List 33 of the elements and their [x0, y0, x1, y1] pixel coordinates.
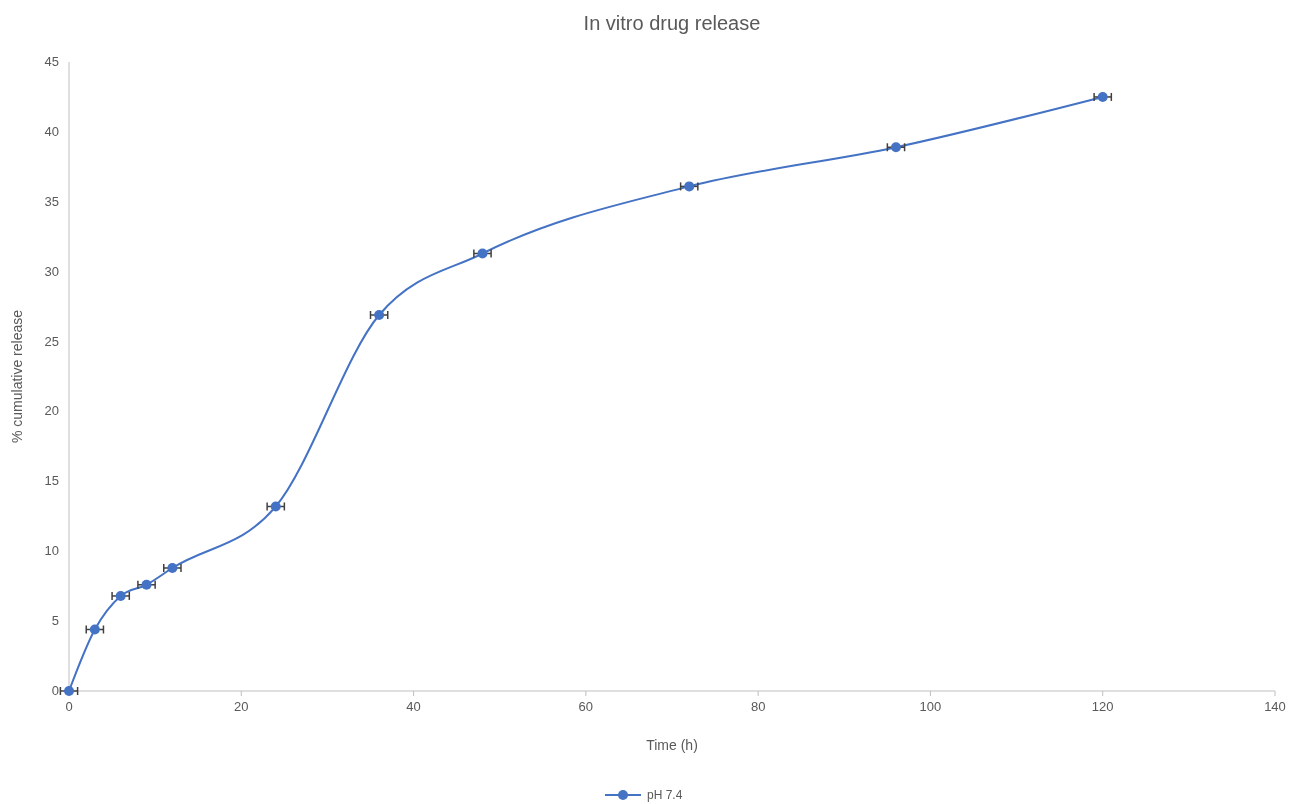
point [684, 181, 695, 192]
y-tick-label: 45 [44, 54, 59, 69]
x-tick-label: 100 [919, 699, 942, 714]
x-tick-label: 0 [65, 699, 73, 714]
chart-title: In vitro drug release [583, 12, 761, 34]
point [270, 501, 281, 512]
y-tick-label: 35 [44, 193, 59, 209]
y-tick-label: 0 [51, 683, 59, 698]
y-tick-label: 20 [44, 403, 59, 419]
point [1097, 91, 1108, 102]
point [374, 310, 385, 320]
legend-label: pH 7.4 [647, 788, 683, 802]
point [64, 686, 74, 696]
y-tick-label: 40 [44, 123, 59, 139]
x-axis-title: Time (h) [646, 737, 698, 753]
point [477, 248, 488, 259]
point [890, 142, 901, 153]
y-axis-title: % cumulative release [9, 309, 25, 444]
x-tick-label: 20 [234, 699, 249, 714]
y-tick-label: 30 [44, 263, 59, 279]
x-tick-label: 40 [406, 699, 421, 714]
x-tick-label: 140 [1264, 699, 1286, 714]
y-tick-label: 25 [44, 333, 59, 349]
x-tick-label: 80 [750, 699, 766, 714]
point [115, 590, 126, 601]
x-tick-label: 60 [578, 699, 594, 714]
point [89, 624, 100, 635]
y-tick-label: 5 [51, 613, 59, 629]
point [167, 563, 178, 573]
point [141, 579, 152, 590]
x-tick-label: 120 [1091, 699, 1114, 714]
y-tick-label: 10 [44, 543, 59, 559]
y-tick-label: 15 [44, 473, 59, 489]
